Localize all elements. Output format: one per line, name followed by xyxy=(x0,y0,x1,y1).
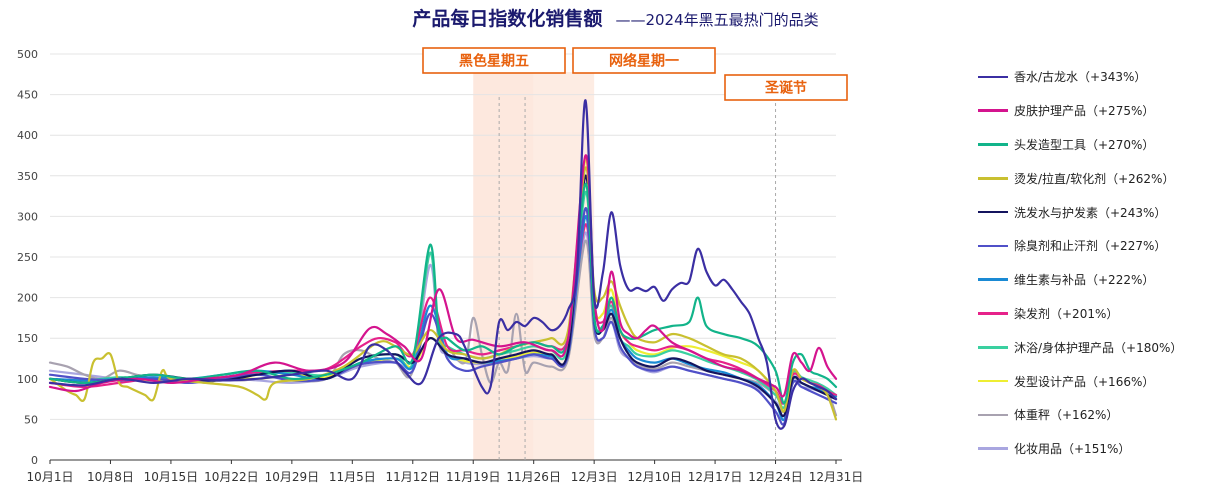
legend-label: 洗发水与护发素（+243%） xyxy=(1014,205,1167,220)
legend-label: 维生素与补品（+222%） xyxy=(1014,273,1155,288)
y-tick-label: 100 xyxy=(17,373,38,386)
x-tick-label: 12月3日 xyxy=(571,470,618,484)
legend-label: 香水/古龙水（+343%） xyxy=(1014,70,1147,85)
legend-swatch xyxy=(978,346,1008,349)
series-line-10 xyxy=(48,239,838,417)
y-tick-label: 400 xyxy=(17,129,38,142)
legend-swatch xyxy=(978,278,1008,281)
series-line-4 xyxy=(48,174,838,418)
legend-item: 染发剂（+201%） xyxy=(978,297,1218,331)
event-label-box xyxy=(572,47,716,74)
legend-label: 头发造型工具（+270%） xyxy=(1014,137,1155,152)
y-tick-label: 450 xyxy=(17,89,38,102)
legend-label: 皮肤护理产品（+275%） xyxy=(1014,104,1155,119)
legend-label: 化妆用品（+151%） xyxy=(1014,442,1131,457)
x-tick-label: 10月1日 xyxy=(27,470,74,484)
legend-swatch xyxy=(978,210,1008,214)
series-line-0 xyxy=(48,99,838,430)
legend-label: 染发剂（+201%） xyxy=(1014,306,1119,321)
x-tick-label: 11月19日 xyxy=(446,470,501,484)
x-tick-label: 12月24日 xyxy=(748,470,803,484)
x-tick-label: 10月15日 xyxy=(144,470,199,484)
legend: 香水/古龙水（+343%） 皮肤护理产品（+275%） 头发造型工具（+270%） 烫… xyxy=(978,60,1218,466)
legend-swatch xyxy=(978,109,1008,112)
legend-label: 除臭剂和止汗剂（+227%） xyxy=(1014,239,1167,254)
legend-item: 化妆用品（+151%） xyxy=(978,432,1218,466)
event-label-box xyxy=(724,74,848,101)
y-tick-label: 0 xyxy=(31,454,38,467)
legend-item: 沐浴/身体护理产品（+180%） xyxy=(978,330,1218,364)
x-tick-label: 12月17日 xyxy=(688,470,743,484)
legend-swatch xyxy=(978,379,1008,383)
series-line-2 xyxy=(48,182,838,405)
legend-swatch xyxy=(978,312,1008,315)
legend-label: 烫发/拉直/软化剂（+262%） xyxy=(1014,171,1175,186)
highlight-band-1 xyxy=(533,72,595,460)
legend-item: 发型设计产品（+166%） xyxy=(978,364,1218,398)
legend-swatch xyxy=(978,143,1008,146)
legend-swatch xyxy=(978,413,1008,417)
legend-item: 洗发水与护发素（+243%） xyxy=(978,195,1218,229)
legend-label: 沐浴/身体护理产品（+180%） xyxy=(1014,340,1183,355)
legend-swatch xyxy=(978,447,1008,450)
y-tick-label: 500 xyxy=(17,48,38,61)
y-tick-label: 250 xyxy=(17,251,38,264)
legend-item: 皮肤护理产品（+275%） xyxy=(978,94,1218,128)
x-tick-label: 11月26日 xyxy=(506,470,561,484)
event-label: 黑色星期五 xyxy=(459,53,529,70)
legend-swatch xyxy=(978,177,1008,180)
y-tick-label: 50 xyxy=(24,413,38,426)
chart-title: 产品每日指数化销售额 xyxy=(412,8,603,30)
series-line-6 xyxy=(48,215,838,422)
x-tick-label: 10月22日 xyxy=(204,470,259,484)
series-line-3 xyxy=(48,166,838,421)
legend-item: 香水/古龙水（+343%） xyxy=(978,60,1218,94)
highlight-band-0 xyxy=(473,72,534,460)
event-label: 圣诞节 xyxy=(764,80,807,97)
event-label: 网络星期一 xyxy=(609,53,679,70)
y-tick-label: 300 xyxy=(17,210,38,223)
series-line-5 xyxy=(48,207,838,426)
x-tick-label: 10月8日 xyxy=(87,470,134,484)
x-tick-label: 12月31日 xyxy=(809,470,864,484)
x-tick-label: 11月12日 xyxy=(385,470,440,484)
legend-swatch xyxy=(978,244,1008,248)
y-tick-label: 150 xyxy=(17,332,38,345)
legend-item: 维生素与补品（+222%） xyxy=(978,263,1218,297)
legend-label: 发型设计产品（+166%） xyxy=(1014,374,1155,389)
event-label-box xyxy=(422,47,566,74)
x-tick-label: 12月10日 xyxy=(627,470,682,484)
legend-item: 烫发/拉直/软化剂（+262%） xyxy=(978,161,1218,195)
legend-item: 体重秤（+162%） xyxy=(978,398,1218,432)
legend-item: 头发造型工具（+270%） xyxy=(978,128,1218,162)
chart-subtitle: ——2024年黑五最热门的品类 xyxy=(615,11,819,29)
title-area: 产品每日指数化销售额 ——2024年黑五最热门的品类 xyxy=(0,4,1231,31)
legend-item: 除臭剂和止汗剂（+227%） xyxy=(978,229,1218,263)
legend-swatch xyxy=(978,75,1008,79)
x-tick-label: 10月29日 xyxy=(265,470,320,484)
y-tick-label: 200 xyxy=(17,292,38,305)
y-tick-label: 350 xyxy=(17,170,38,183)
x-tick-label: 11月5日 xyxy=(329,470,376,484)
series-line-11 xyxy=(48,231,838,414)
legend-label: 体重秤（+162%） xyxy=(1014,408,1119,423)
